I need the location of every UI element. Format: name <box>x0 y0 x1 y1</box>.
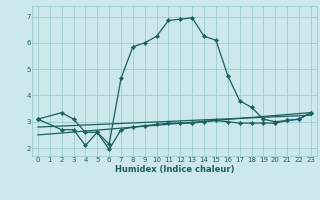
X-axis label: Humidex (Indice chaleur): Humidex (Indice chaleur) <box>115 165 234 174</box>
